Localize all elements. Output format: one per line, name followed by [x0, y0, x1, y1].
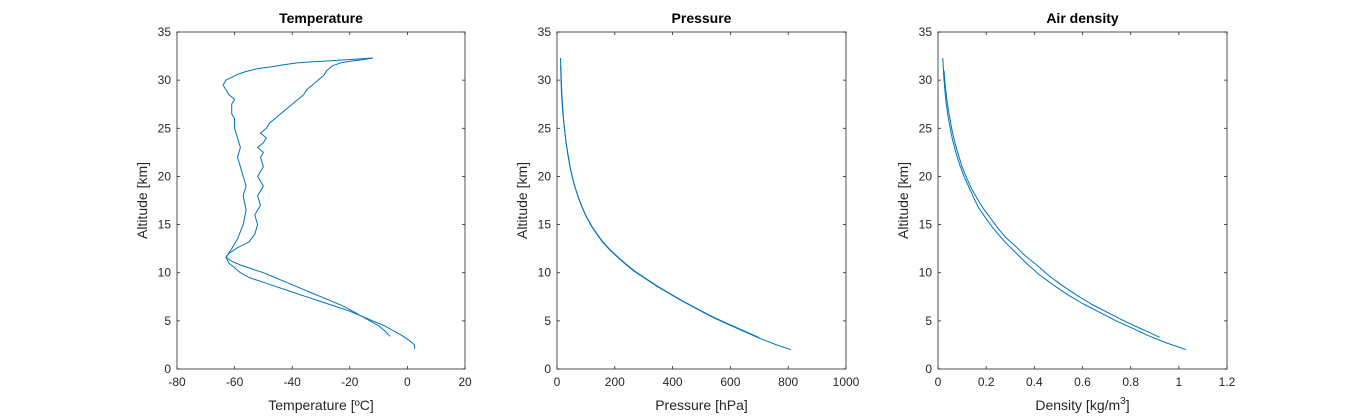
x-tick-label: 0.4 — [1026, 375, 1043, 389]
x-axis-label: Pressure [hPa] — [655, 397, 748, 413]
plot-area-frame — [176, 31, 466, 370]
x-tick-label: 0.2 — [978, 375, 995, 389]
y-tick-label: 25 — [538, 121, 552, 135]
plot-area-frame — [937, 31, 1228, 370]
chart-title: Pressure — [672, 10, 732, 26]
y-tick-label: 30 — [158, 73, 172, 87]
x-axis-label-superscript: 3 — [1120, 396, 1126, 407]
x-tick-label: -20 — [341, 375, 359, 389]
x-tick-label: -40 — [284, 375, 302, 389]
y-tick-label: 30 — [919, 73, 933, 87]
y-tick-label: 0 — [164, 362, 171, 376]
x-tick-label: 20 — [458, 375, 472, 389]
x-tick-label: -60 — [226, 375, 244, 389]
y-tick-label: 20 — [158, 169, 172, 183]
x-axis-label-text: Pressure [hPa] — [655, 397, 748, 413]
y-tick-label: 25 — [919, 121, 933, 135]
chart-panel-3: 0 0.2 0.4 0.6 0.8 1 1.2 0 5 10 15 20 25 30 35 Air densi… — [895, 10, 1236, 413]
y-tick-label: 5 — [544, 314, 551, 328]
x-tick-label: 800 — [778, 375, 798, 389]
y-tick-label: 10 — [919, 266, 933, 280]
x-tick-label: 600 — [720, 375, 740, 389]
x-axis-label-end: ] — [1126, 397, 1130, 413]
y-tick-label: 15 — [919, 218, 933, 232]
y-tick-label: 10 — [538, 266, 552, 280]
plot-area-frame — [556, 31, 847, 370]
y-tick-label: 15 — [158, 218, 172, 232]
chart-panel-1: -80 -60 -40 -20 0 20 0 5 10 15 20 25 30 35 Temperature… — [134, 10, 472, 413]
x-axis-label: Density [kg/m3] — [1035, 396, 1129, 413]
y-axis-label: Altitude [km] — [134, 162, 150, 239]
x-tick-label: 0 — [404, 375, 411, 389]
y-tick-label: 35 — [919, 25, 933, 39]
x-tick-label: 0 — [935, 375, 942, 389]
x-axis-label-text: Temperature [ºC] — [268, 397, 374, 413]
y-tick-label: 25 — [158, 121, 172, 135]
series-line-2 — [560, 65, 760, 339]
x-tick-label: 1.2 — [1219, 375, 1236, 389]
y-tick-label: 10 — [158, 266, 172, 280]
x-axis-label-text: Density [kg/m — [1035, 397, 1120, 413]
x-tick-label: 0.6 — [1074, 375, 1091, 389]
x-tick-label: 1000 — [833, 375, 860, 389]
series-line-2 — [225, 57, 391, 337]
y-tick-label: 35 — [158, 25, 172, 39]
x-axis-label: Temperature [ºC] — [268, 397, 374, 413]
chart-panel-2: 0 200 400 600 800 1000 0 5 10 15 20 25 30 35 Pressure P… — [514, 10, 860, 413]
y-tick-label: 35 — [538, 25, 552, 39]
y-tick-label: 30 — [538, 73, 552, 87]
y-axis-label: Altitude [km] — [895, 162, 911, 239]
x-tick-label: 200 — [605, 375, 625, 389]
y-axis-label: Altitude [km] — [514, 162, 530, 239]
chart-title: Air density — [1046, 10, 1119, 26]
x-tick-label: 0.8 — [1122, 375, 1139, 389]
x-tick-label: 1 — [1175, 375, 1182, 389]
y-tick-label: 20 — [919, 169, 933, 183]
y-tick-label: 0 — [544, 362, 551, 376]
y-tick-label: 5 — [925, 314, 932, 328]
series-line-1 — [222, 57, 416, 349]
x-tick-label: 400 — [663, 375, 683, 389]
x-tick-label: -80 — [168, 375, 186, 389]
y-tick-label: 15 — [538, 218, 552, 232]
y-tick-label: 5 — [164, 314, 171, 328]
y-tick-label: 20 — [538, 169, 552, 183]
series-line-1 — [942, 57, 1187, 351]
chart-title: Temperature — [279, 10, 363, 26]
y-tick-label: 0 — [925, 362, 932, 376]
x-tick-label: 0 — [554, 375, 561, 389]
series-line-2 — [943, 70, 1160, 338]
